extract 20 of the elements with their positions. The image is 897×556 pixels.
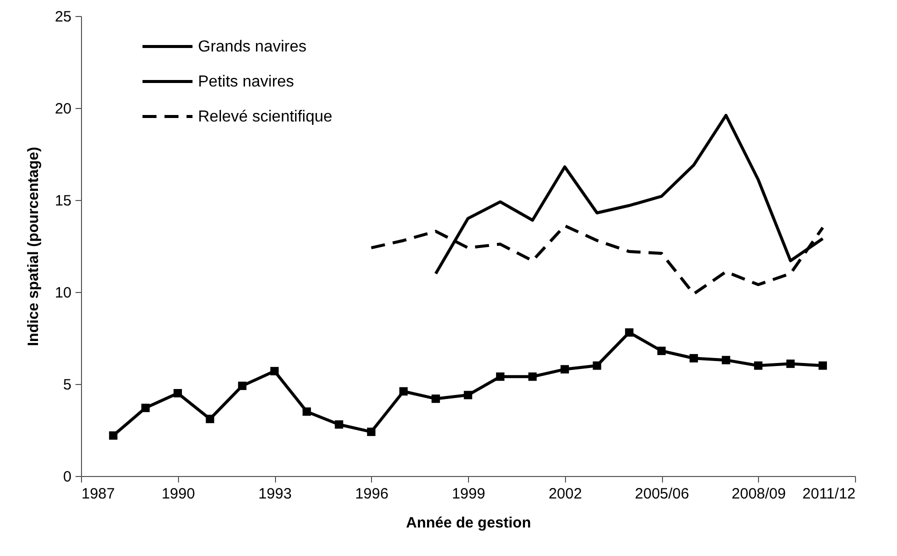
x-tick-label: 1993	[258, 486, 292, 502]
y-tick-label: 25	[54, 8, 72, 26]
legend-label: Petits navires	[198, 74, 294, 90]
y-tick-label: 15	[54, 192, 72, 210]
x-tick-label: 1990	[162, 486, 195, 502]
x-tick-label: 2011/12	[802, 486, 856, 502]
y-tick-label: 20	[54, 100, 72, 118]
x-tick-label: 2008/09	[732, 486, 786, 502]
y-tick-label: 5	[63, 376, 72, 394]
x-tick-label: 1987	[82, 486, 115, 502]
x-tick-label: 2005/06	[634, 486, 690, 502]
y-tick-label: 0	[63, 468, 72, 486]
y-tick-label: 10	[54, 284, 72, 302]
x-tick-label: 1996	[355, 486, 388, 502]
legend-label: Relevé scientifique	[198, 108, 332, 126]
x-tick-label: 1999	[452, 486, 486, 502]
legend-label: Grands navires	[198, 38, 306, 56]
x-tick-label: 2002	[548, 486, 582, 502]
x-axis-title: Année de gestion	[406, 514, 532, 532]
y-axis-title: Indice spatial (pourcentage)	[24, 146, 42, 346]
